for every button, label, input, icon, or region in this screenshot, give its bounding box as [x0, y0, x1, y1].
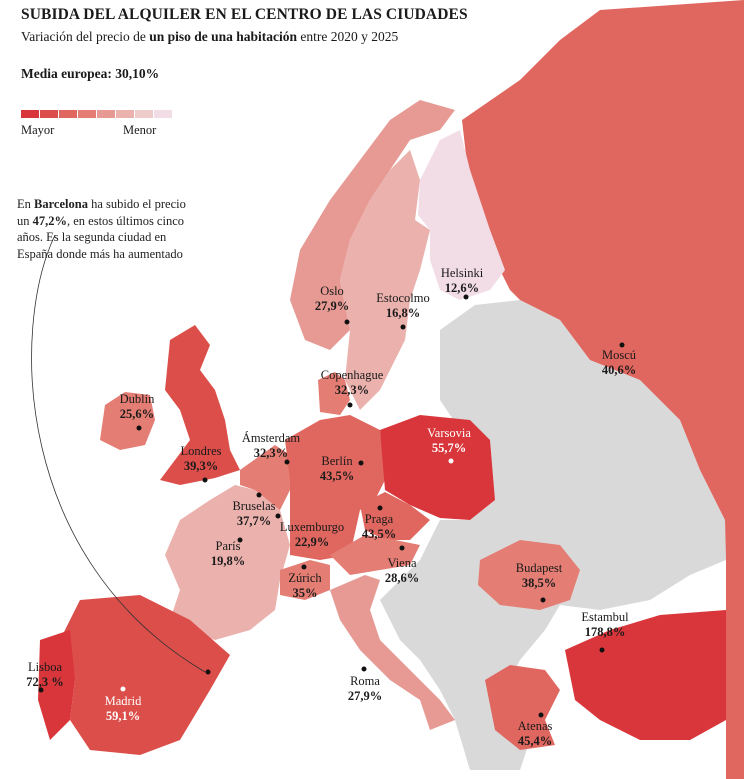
city-label-helsinki: Helsinki 12,6% [440, 266, 484, 295]
city-label-praga: Praga 43,5% [361, 512, 397, 541]
city-dot-varsovia [448, 458, 454, 464]
city-label-zurich: Zúrich 35% [288, 571, 322, 600]
callout-line [31, 234, 206, 673]
city-dot-amsterdam [284, 459, 290, 465]
region-benelux [240, 445, 290, 510]
region-austria [330, 535, 420, 575]
region-switzerland [280, 560, 330, 600]
legend-low-label: Menor [123, 123, 157, 137]
legend-swatch-3 [59, 110, 77, 118]
city-dot-bruselas [256, 492, 262, 498]
city-label-berlin: Berlín 43,5% [319, 454, 355, 483]
city-label-lisboa: Lisboa 72,3 % [26, 660, 64, 689]
city-label-moscu: Moscú 40,6% [601, 348, 637, 377]
city-dot-berlin [358, 460, 364, 466]
region-turkey [565, 610, 726, 740]
city-dot-zurich [301, 564, 307, 570]
city-dot-copenhague [347, 402, 353, 408]
city-label-viena: Viena 28,6% [384, 556, 420, 585]
city-label-londres: Londres 39,3% [180, 444, 222, 473]
city-dot-oslo [344, 319, 350, 325]
city-dot-londres [202, 477, 208, 483]
city-dot-helsinki [463, 294, 469, 300]
city-dot-lisboa [38, 687, 44, 693]
city-dot-estocolmo [400, 324, 406, 330]
region-italy [330, 575, 455, 730]
european-average: Media europea: 30,10% [21, 66, 160, 81]
legend-swatch-2 [40, 110, 58, 118]
city-label-estocolmo: Estocolmo 16,8% [376, 291, 430, 320]
city-dot-roma [361, 666, 367, 672]
city-label-atenas: Atenas 45,4% [517, 719, 553, 748]
city-label-luxemburgo: Luxemburgo 22,9% [279, 520, 345, 549]
map-subtitle: Variación del precio de un piso de una h… [21, 29, 399, 44]
region-portugal [38, 630, 75, 740]
city-dot-budapest [540, 597, 546, 603]
city-label-varsovia: Varsovia 55,7% [427, 426, 471, 455]
city-label-estambul: Estambul 178,8% [581, 610, 629, 639]
city-label-amsterdam: Ámsterdam 32,3% [241, 431, 301, 460]
legend-swatch-5 [97, 110, 115, 118]
color-legend [21, 110, 172, 118]
region-greece [485, 665, 560, 750]
city-dot-luxemburgo [275, 513, 281, 519]
region-hungary [478, 540, 580, 610]
city-dot-praga [377, 505, 383, 511]
region-sweden [340, 150, 430, 410]
city-dot-moscu [619, 342, 625, 348]
city-label-paris: París 19,8% [210, 539, 246, 568]
region-russia [462, 0, 744, 779]
barcelona-note: En Barcelona ha subido el precio un 47,2… [17, 197, 186, 261]
city-label-budapest: Budapest 38,5% [515, 561, 563, 590]
region-ireland [100, 392, 155, 450]
city-label-roma: Roma 27,9% [347, 674, 383, 703]
city-label-copenhague: Copenhague 32,3% [320, 368, 384, 397]
city-dot-madrid [120, 686, 126, 692]
region-france [165, 485, 290, 640]
city-label-oslo: Oslo 27,9% [314, 284, 350, 313]
city-label-madrid: Madrid 59,1% [104, 694, 142, 723]
region-czechia [360, 492, 430, 540]
city-dot-atenas [538, 712, 544, 718]
region-denmark [318, 372, 350, 415]
city-label-bruselas: Bruselas 37,7% [232, 499, 276, 528]
region-spain [60, 595, 230, 755]
city-label-dublin: Dublín 25,6% [119, 392, 155, 421]
region-norway [290, 100, 455, 350]
legend-swatch-1 [21, 110, 39, 118]
land-no-data [380, 300, 726, 770]
city-dot-viena [399, 545, 405, 551]
legend-swatch-4 [78, 110, 96, 118]
city-dot-barcelona [205, 669, 211, 675]
region-poland [380, 415, 495, 520]
region-finland [418, 130, 505, 300]
legend-high-label: Mayor [21, 123, 55, 137]
legend-swatch-6 [116, 110, 134, 118]
city-dot-paris [237, 537, 243, 543]
region-uk [160, 325, 240, 485]
map-title: SUBIDA DEL ALQUILER EN EL CENTRO DE LAS … [21, 6, 468, 23]
region-germany [285, 415, 385, 560]
city-dot-estambul [599, 647, 605, 653]
legend-swatch-7 [135, 110, 153, 118]
legend-swatch-8 [154, 110, 172, 118]
city-dot-dublin [136, 425, 142, 431]
